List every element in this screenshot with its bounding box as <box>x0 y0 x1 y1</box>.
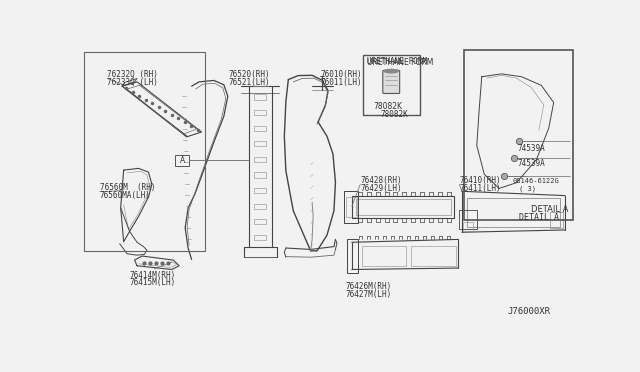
Bar <box>253 235 266 240</box>
Bar <box>465 49 573 220</box>
Bar <box>84 52 205 251</box>
Text: 76560MA(LH): 76560MA(LH) <box>100 191 150 200</box>
Bar <box>253 203 266 209</box>
Text: 76521(LH): 76521(LH) <box>229 78 271 87</box>
Text: 08146-6122G: 08146-6122G <box>513 178 559 184</box>
Bar <box>460 210 477 230</box>
Text: 76411(LH): 76411(LH) <box>460 184 501 193</box>
Text: 76426M(RH): 76426M(RH) <box>346 282 392 291</box>
Text: 76428(RH): 76428(RH) <box>360 176 402 185</box>
Bar <box>175 155 189 166</box>
Bar <box>253 157 266 162</box>
Bar <box>362 246 406 266</box>
Text: 76410(RH): 76410(RH) <box>460 176 501 185</box>
FancyArrowPatch shape <box>124 88 187 136</box>
Bar <box>253 188 266 193</box>
Bar <box>253 126 266 131</box>
Ellipse shape <box>384 70 398 73</box>
Text: 78082K: 78082K <box>380 110 408 119</box>
Bar <box>346 197 356 217</box>
Bar <box>253 110 266 115</box>
Bar <box>412 246 456 266</box>
FancyBboxPatch shape <box>383 70 399 93</box>
Bar <box>463 222 473 231</box>
Text: 76427M(LH): 76427M(LH) <box>346 290 392 299</box>
Bar <box>253 173 266 177</box>
Bar <box>253 94 266 100</box>
Text: J76000XR: J76000XR <box>508 307 550 316</box>
Bar <box>347 238 358 273</box>
Text: 76415M(LH): 76415M(LH) <box>129 279 176 288</box>
Text: 74539A: 74539A <box>518 159 545 168</box>
Text: A: A <box>180 155 185 164</box>
Text: URETHANE FORM: URETHANE FORM <box>367 57 427 66</box>
Bar <box>467 198 560 227</box>
Bar <box>550 212 563 228</box>
Text: URETHANE FORM: URETHANE FORM <box>367 58 433 67</box>
Text: ( 3): ( 3) <box>519 185 536 192</box>
Text: 76232Q (RH): 76232Q (RH) <box>108 70 158 79</box>
Text: 76429(LH): 76429(LH) <box>360 184 402 193</box>
Bar <box>253 219 266 224</box>
Text: 78082K: 78082K <box>374 102 403 110</box>
Bar <box>356 199 451 215</box>
Text: DETAIL A: DETAIL A <box>519 212 559 222</box>
Text: 76520(RH): 76520(RH) <box>229 70 271 79</box>
Text: 76011(LH): 76011(LH) <box>321 78 362 87</box>
Text: 76010(RH): 76010(RH) <box>321 70 362 79</box>
Text: 74539A: 74539A <box>518 144 545 153</box>
Text: 76233Q (LH): 76233Q (LH) <box>108 78 158 87</box>
Bar <box>344 191 358 223</box>
Bar <box>253 141 266 147</box>
Text: 76414M(RH): 76414M(RH) <box>129 271 176 280</box>
Bar <box>363 55 420 115</box>
Text: 76560M  (RH): 76560M (RH) <box>100 183 156 192</box>
Text: DETAIL A: DETAIL A <box>531 205 568 214</box>
